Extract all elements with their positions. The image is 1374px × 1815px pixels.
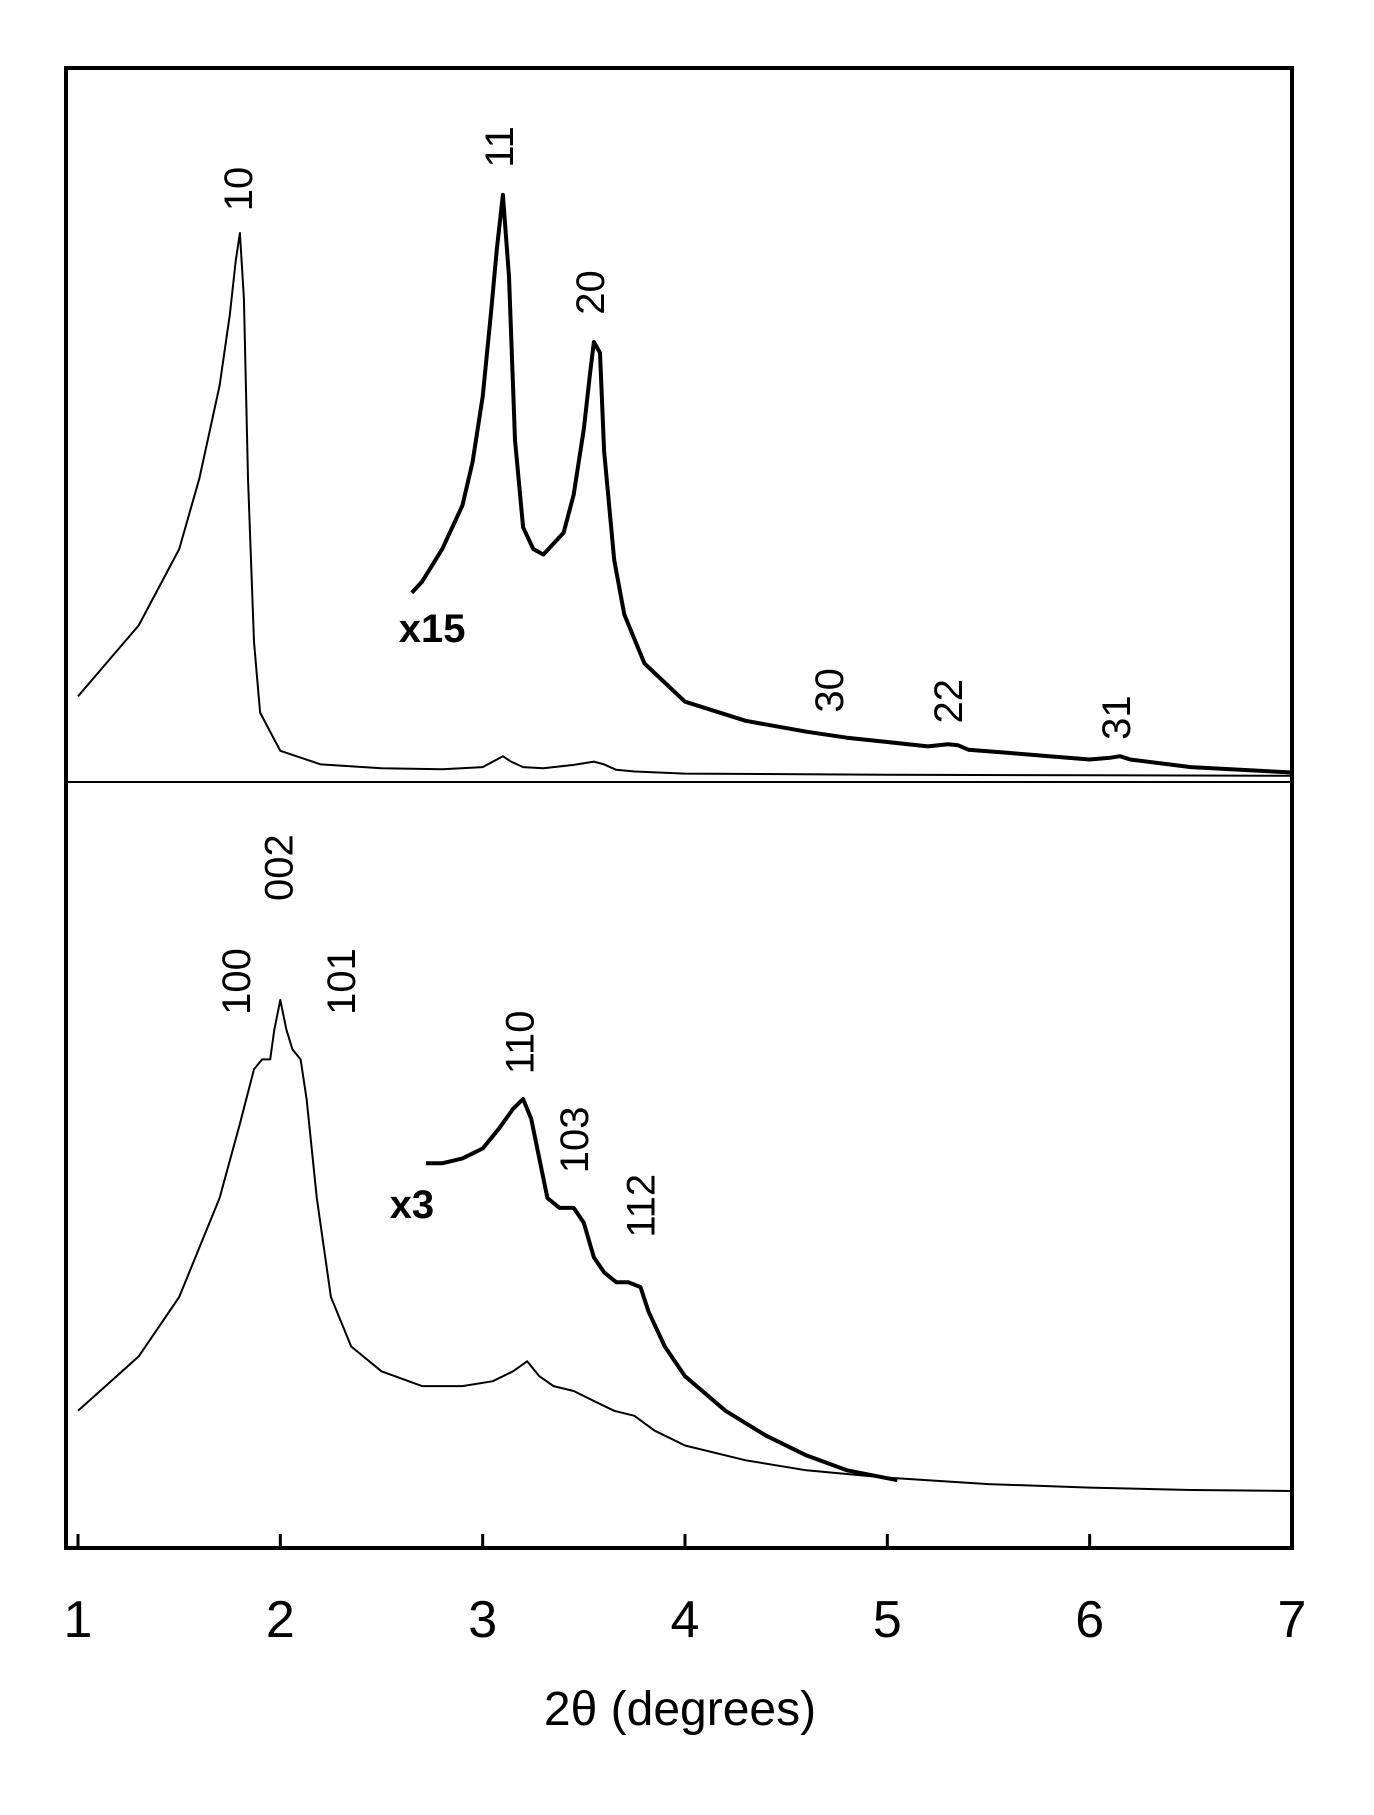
top-panel: 10 11 20 30 22 31 x15 bbox=[77, 126, 1293, 777]
peak-label: 30 bbox=[808, 668, 852, 713]
x-tick-label: 7 bbox=[1278, 1591, 1307, 1649]
peak-label: 10 bbox=[217, 167, 261, 211]
top-trace-x15 bbox=[410, 192, 1293, 775]
peak-label: 110 bbox=[498, 1010, 542, 1074]
peak-label: 112 bbox=[620, 1174, 664, 1238]
peak-label: 100 bbox=[215, 948, 259, 1015]
x-tick-label: 4 bbox=[671, 1591, 700, 1649]
scale-factor-label: x15 bbox=[399, 607, 466, 651]
x-tick-label: 6 bbox=[1075, 1591, 1104, 1649]
peak-label: 101 bbox=[320, 948, 364, 1015]
peak-label: 103 bbox=[553, 1107, 597, 1174]
top-trace-x1 bbox=[77, 232, 1293, 777]
peak-label: 11 bbox=[478, 126, 522, 168]
scale-factor-label: x3 bbox=[390, 1183, 435, 1227]
peak-label: 002 bbox=[257, 834, 301, 901]
x-axis-tick-labels: 1 2 3 4 5 6 7 bbox=[64, 1591, 1307, 1649]
peak-label: 31 bbox=[1095, 695, 1139, 740]
peak-label: 20 bbox=[569, 270, 613, 315]
x-tick-label: 5 bbox=[873, 1591, 902, 1649]
bottom-trace-x1 bbox=[77, 999, 1293, 1492]
x-axis-label: 2θ (degrees) bbox=[544, 1683, 816, 1736]
x-tick-label: 1 bbox=[64, 1591, 93, 1649]
peak-label: 22 bbox=[927, 679, 971, 724]
x-tick-label: 2 bbox=[266, 1591, 295, 1649]
x-axis-ticks bbox=[76, 1534, 1294, 1548]
plot-frame bbox=[64, 66, 1294, 1550]
x-tick-label: 3 bbox=[468, 1591, 497, 1649]
bottom-trace-x3 bbox=[426, 1097, 898, 1483]
